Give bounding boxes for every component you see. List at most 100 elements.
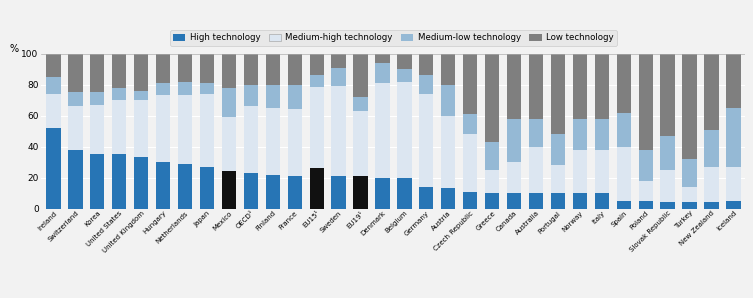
Bar bbox=[463, 134, 477, 192]
Bar bbox=[441, 116, 456, 188]
Bar bbox=[200, 94, 214, 167]
Bar bbox=[485, 170, 499, 193]
Bar bbox=[156, 54, 170, 83]
Bar bbox=[398, 178, 412, 209]
Bar bbox=[507, 193, 521, 209]
Bar bbox=[353, 54, 367, 97]
Bar bbox=[639, 150, 653, 181]
Bar bbox=[639, 54, 653, 150]
Bar bbox=[660, 170, 675, 202]
Bar bbox=[134, 157, 148, 209]
Bar bbox=[398, 82, 412, 178]
Bar bbox=[156, 162, 170, 209]
Bar bbox=[69, 150, 83, 209]
Bar bbox=[112, 88, 127, 100]
Bar bbox=[309, 75, 324, 87]
Bar bbox=[398, 54, 412, 69]
Bar bbox=[419, 187, 434, 209]
Bar bbox=[660, 202, 675, 209]
Bar bbox=[419, 54, 434, 75]
Bar bbox=[331, 54, 346, 68]
Bar bbox=[727, 54, 740, 108]
Bar bbox=[682, 159, 697, 187]
Bar bbox=[375, 63, 389, 83]
Bar bbox=[463, 54, 477, 114]
Bar bbox=[90, 105, 105, 154]
Bar bbox=[617, 54, 631, 113]
Bar bbox=[69, 54, 83, 92]
Bar bbox=[727, 108, 740, 167]
Bar bbox=[178, 164, 192, 209]
Bar bbox=[288, 54, 302, 85]
Bar bbox=[463, 192, 477, 209]
Bar bbox=[595, 150, 609, 193]
Bar bbox=[529, 147, 543, 193]
Bar bbox=[200, 167, 214, 209]
Bar bbox=[441, 54, 456, 85]
Bar bbox=[529, 193, 543, 209]
Bar bbox=[266, 108, 280, 175]
Bar bbox=[156, 95, 170, 162]
Bar bbox=[485, 142, 499, 170]
Bar bbox=[47, 128, 60, 209]
Bar bbox=[244, 106, 258, 173]
Bar bbox=[69, 92, 83, 106]
Bar bbox=[704, 130, 718, 167]
Bar bbox=[595, 54, 609, 119]
Bar bbox=[507, 162, 521, 193]
Bar bbox=[573, 150, 587, 193]
Bar bbox=[244, 85, 258, 106]
Bar bbox=[682, 187, 697, 202]
Bar bbox=[375, 178, 389, 209]
Bar bbox=[134, 54, 148, 91]
Bar bbox=[485, 54, 499, 142]
Bar bbox=[112, 154, 127, 209]
Bar bbox=[375, 54, 389, 63]
Bar bbox=[244, 173, 258, 209]
Bar bbox=[178, 95, 192, 164]
Bar bbox=[727, 201, 740, 209]
Bar bbox=[375, 83, 389, 178]
Bar bbox=[617, 113, 631, 147]
Bar bbox=[419, 75, 434, 94]
Bar bbox=[266, 175, 280, 209]
Bar bbox=[639, 181, 653, 201]
Bar bbox=[727, 167, 740, 201]
Bar bbox=[485, 193, 499, 209]
Bar bbox=[309, 168, 324, 209]
Bar bbox=[200, 54, 214, 83]
Bar bbox=[331, 86, 346, 176]
Bar bbox=[112, 100, 127, 154]
Bar bbox=[47, 94, 60, 128]
Bar bbox=[266, 85, 280, 108]
Bar bbox=[222, 171, 236, 209]
Bar bbox=[288, 85, 302, 109]
Bar bbox=[639, 201, 653, 209]
Bar bbox=[47, 77, 60, 94]
Bar bbox=[309, 54, 324, 75]
Bar bbox=[69, 106, 83, 150]
Text: %: % bbox=[10, 44, 19, 54]
Bar bbox=[244, 54, 258, 85]
Bar bbox=[134, 100, 148, 157]
Bar bbox=[288, 109, 302, 176]
Bar bbox=[550, 165, 565, 193]
Bar bbox=[266, 54, 280, 85]
Bar bbox=[529, 119, 543, 147]
Bar bbox=[573, 193, 587, 209]
Bar bbox=[398, 69, 412, 82]
Bar bbox=[441, 188, 456, 209]
Bar bbox=[617, 147, 631, 201]
Bar bbox=[178, 82, 192, 95]
Bar bbox=[90, 154, 105, 209]
Bar bbox=[573, 119, 587, 150]
Bar bbox=[507, 54, 521, 119]
Bar bbox=[660, 54, 675, 136]
Legend: High technology, Medium-high technology, Medium-low technology, Low technology: High technology, Medium-high technology,… bbox=[170, 30, 617, 46]
Bar bbox=[288, 176, 302, 209]
Bar bbox=[222, 117, 236, 171]
Bar bbox=[353, 176, 367, 209]
Bar bbox=[353, 111, 367, 176]
Bar bbox=[178, 54, 192, 82]
Bar bbox=[156, 83, 170, 95]
